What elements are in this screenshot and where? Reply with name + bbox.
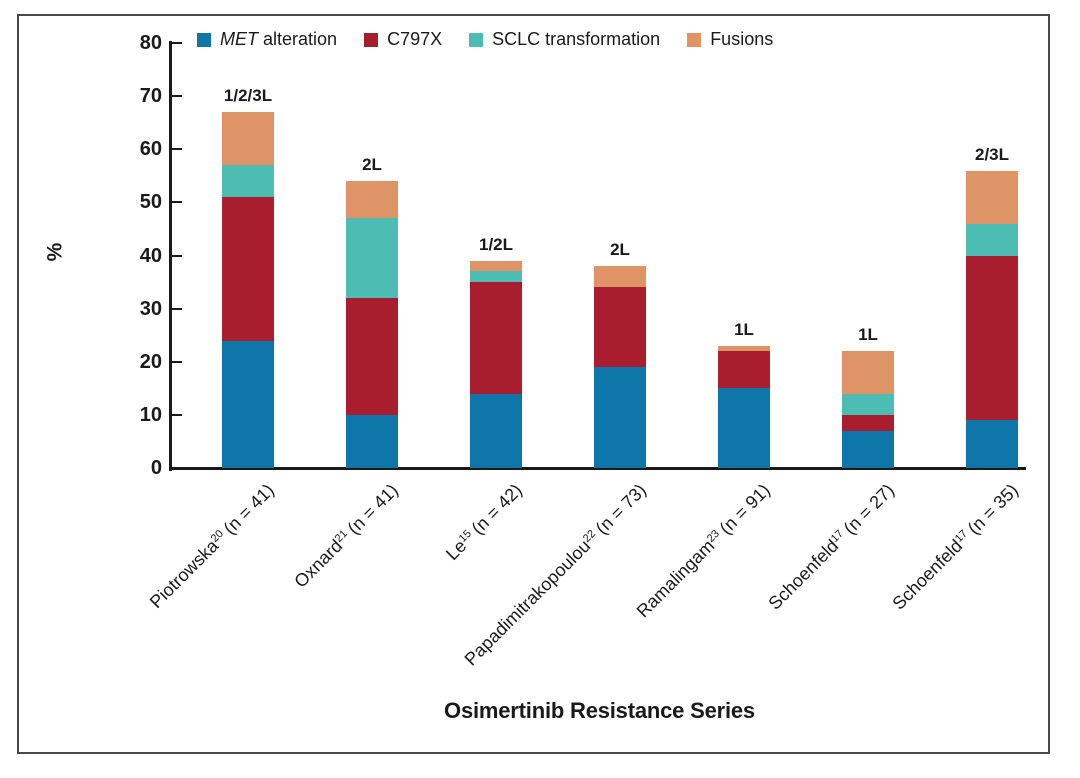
y-tick-mark — [172, 201, 182, 204]
y-tick-label: 10 — [139, 403, 162, 426]
bar-segment-met-alteration — [222, 340, 274, 468]
bar-segment-fusions — [346, 181, 398, 219]
bar-annotation: 1/2/3L — [223, 86, 273, 106]
legend-item-met-alteration: MET alteration — [197, 29, 337, 50]
y-tick-label: 20 — [139, 350, 162, 373]
legend-label-sclc-transformation: SCLC transformation — [492, 29, 661, 49]
x-axis-title: Osimertinib Resistance Series — [444, 698, 755, 723]
y-tick-label: 40 — [139, 244, 162, 267]
legend-label-met-alteration: MET alteration — [220, 29, 338, 49]
bar-annotation: 1/2L — [478, 234, 514, 254]
bar-segment-sclc-transformation — [842, 393, 894, 415]
bar-annotation: 2/3L — [974, 144, 1010, 164]
y-tick-mark — [172, 95, 182, 98]
bar-segment-fusions — [966, 170, 1018, 224]
y-tick-mark — [172, 413, 182, 416]
y-tick-mark — [172, 307, 182, 310]
bar-segment-fusions — [594, 266, 646, 288]
y-tick-mark — [172, 254, 182, 257]
legend-label-c797x: C797X — [387, 29, 443, 49]
bar-segment-fusions — [842, 351, 894, 394]
fusions-swatch — [687, 32, 702, 47]
legend-item-c797x: C797X — [364, 29, 442, 50]
y-tick-label: 60 — [139, 138, 162, 161]
y-tick-label: 70 — [139, 85, 162, 108]
bar-segment-met-alteration — [346, 414, 398, 468]
bar-segment-fusions — [718, 345, 770, 352]
bar-segment-c797x — [842, 414, 894, 431]
bar-annotation: 1L — [734, 319, 754, 339]
figure-border — [17, 14, 1050, 754]
bar-segment-c797x — [966, 255, 1018, 421]
y-axis-line — [169, 41, 172, 471]
bar-segment-met-alteration — [966, 420, 1018, 468]
c797x-swatch — [364, 32, 379, 47]
bar-segment-c797x — [222, 197, 274, 341]
bar-annotation: 2L — [610, 240, 630, 260]
x-axis-line — [169, 467, 1026, 470]
bar-segment-met-alteration — [594, 367, 646, 468]
y-tick-label: 0 — [150, 457, 162, 479]
bar-segment-c797x — [718, 351, 770, 389]
met-alteration-swatch — [197, 32, 211, 47]
bar-segment-c797x — [346, 298, 398, 415]
bar-segment-sclc-transformation — [966, 223, 1018, 256]
bar-segment-sclc-transformation — [346, 218, 398, 298]
bar-segment-sclc-transformation — [470, 271, 522, 283]
y-tick-label: 50 — [139, 191, 162, 214]
y-tick-mark — [172, 42, 182, 44]
y-tick-mark — [172, 360, 182, 363]
sclc-transformation-swatch — [469, 32, 484, 47]
bar-segment-fusions — [222, 112, 274, 166]
bar-segment-fusions — [470, 260, 522, 272]
y-tick-mark — [172, 467, 182, 469]
legend: MET alteration C797X SCLC transformation… — [197, 29, 773, 50]
bar-segment-met-alteration — [842, 430, 894, 468]
bar-segment-c797x — [594, 287, 646, 368]
bar-annotation: 1L — [858, 325, 878, 345]
bar-segment-met-alteration — [470, 393, 522, 468]
y-tick-label: 30 — [139, 297, 162, 320]
legend-item-fusions: Fusions — [687, 29, 773, 50]
y-tick-label: 80 — [139, 32, 162, 54]
y-tick-mark — [172, 148, 182, 151]
legend-item-sclc-transformation: SCLC transformation — [469, 29, 660, 50]
bar-segment-sclc-transformation — [222, 165, 274, 198]
bar-segment-met-alteration — [718, 388, 770, 468]
legend-label-fusions: Fusions — [710, 29, 774, 49]
bar-annotation: 2L — [362, 155, 382, 175]
bar-segment-c797x — [470, 282, 522, 394]
y-axis-label: % — [43, 242, 67, 262]
